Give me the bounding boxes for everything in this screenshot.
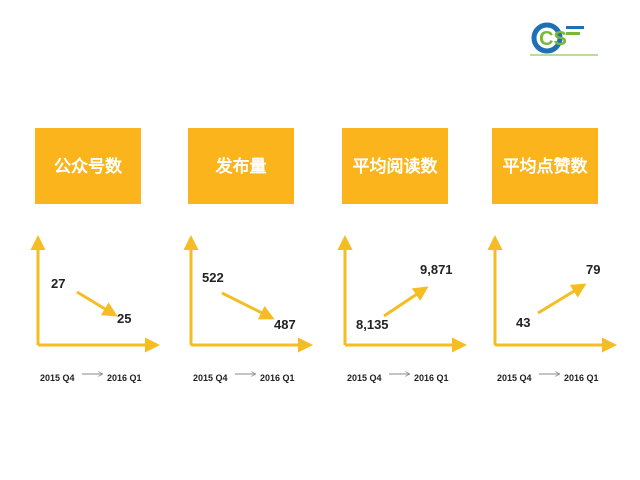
start-value: 8,135 xyxy=(356,317,389,332)
trend-arrow xyxy=(537,283,587,315)
period-to: 2016 Q1 xyxy=(564,373,599,383)
period-to: 2016 Q1 xyxy=(260,373,295,383)
trend-arrow xyxy=(221,291,275,320)
logo: CS xyxy=(530,22,598,56)
panel-title: 平均点赞数 xyxy=(503,156,589,176)
trend-arrow xyxy=(383,286,429,318)
panel-title: 平均阅读数 xyxy=(353,156,439,176)
period-from: 2015 Q4 xyxy=(347,373,382,383)
end-value: 25 xyxy=(117,311,131,326)
trend-arrow xyxy=(76,290,118,317)
start-value: 43 xyxy=(516,315,530,330)
end-value: 9,871 xyxy=(420,262,453,277)
period-from: 2015 Q4 xyxy=(193,373,228,383)
period-to: 2016 Q1 xyxy=(414,373,449,383)
panel-title: 发布量 xyxy=(215,156,267,176)
title-box xyxy=(35,128,141,204)
title-box xyxy=(342,128,448,204)
end-value: 487 xyxy=(274,317,296,332)
start-value: 522 xyxy=(202,270,224,285)
logo-bar xyxy=(566,26,584,29)
logo-ring xyxy=(531,22,563,54)
title-box xyxy=(492,128,598,204)
start-value: 27 xyxy=(51,276,65,291)
period-to: 2016 Q1 xyxy=(107,373,142,383)
logo-bar xyxy=(566,32,580,35)
title-box xyxy=(188,128,294,204)
period-from: 2015 Q4 xyxy=(497,373,532,383)
period-from: 2015 Q4 xyxy=(40,373,75,383)
panel-title: 公众号数 xyxy=(54,156,123,176)
end-value: 79 xyxy=(586,262,600,277)
logo-text: CS xyxy=(539,28,567,50)
